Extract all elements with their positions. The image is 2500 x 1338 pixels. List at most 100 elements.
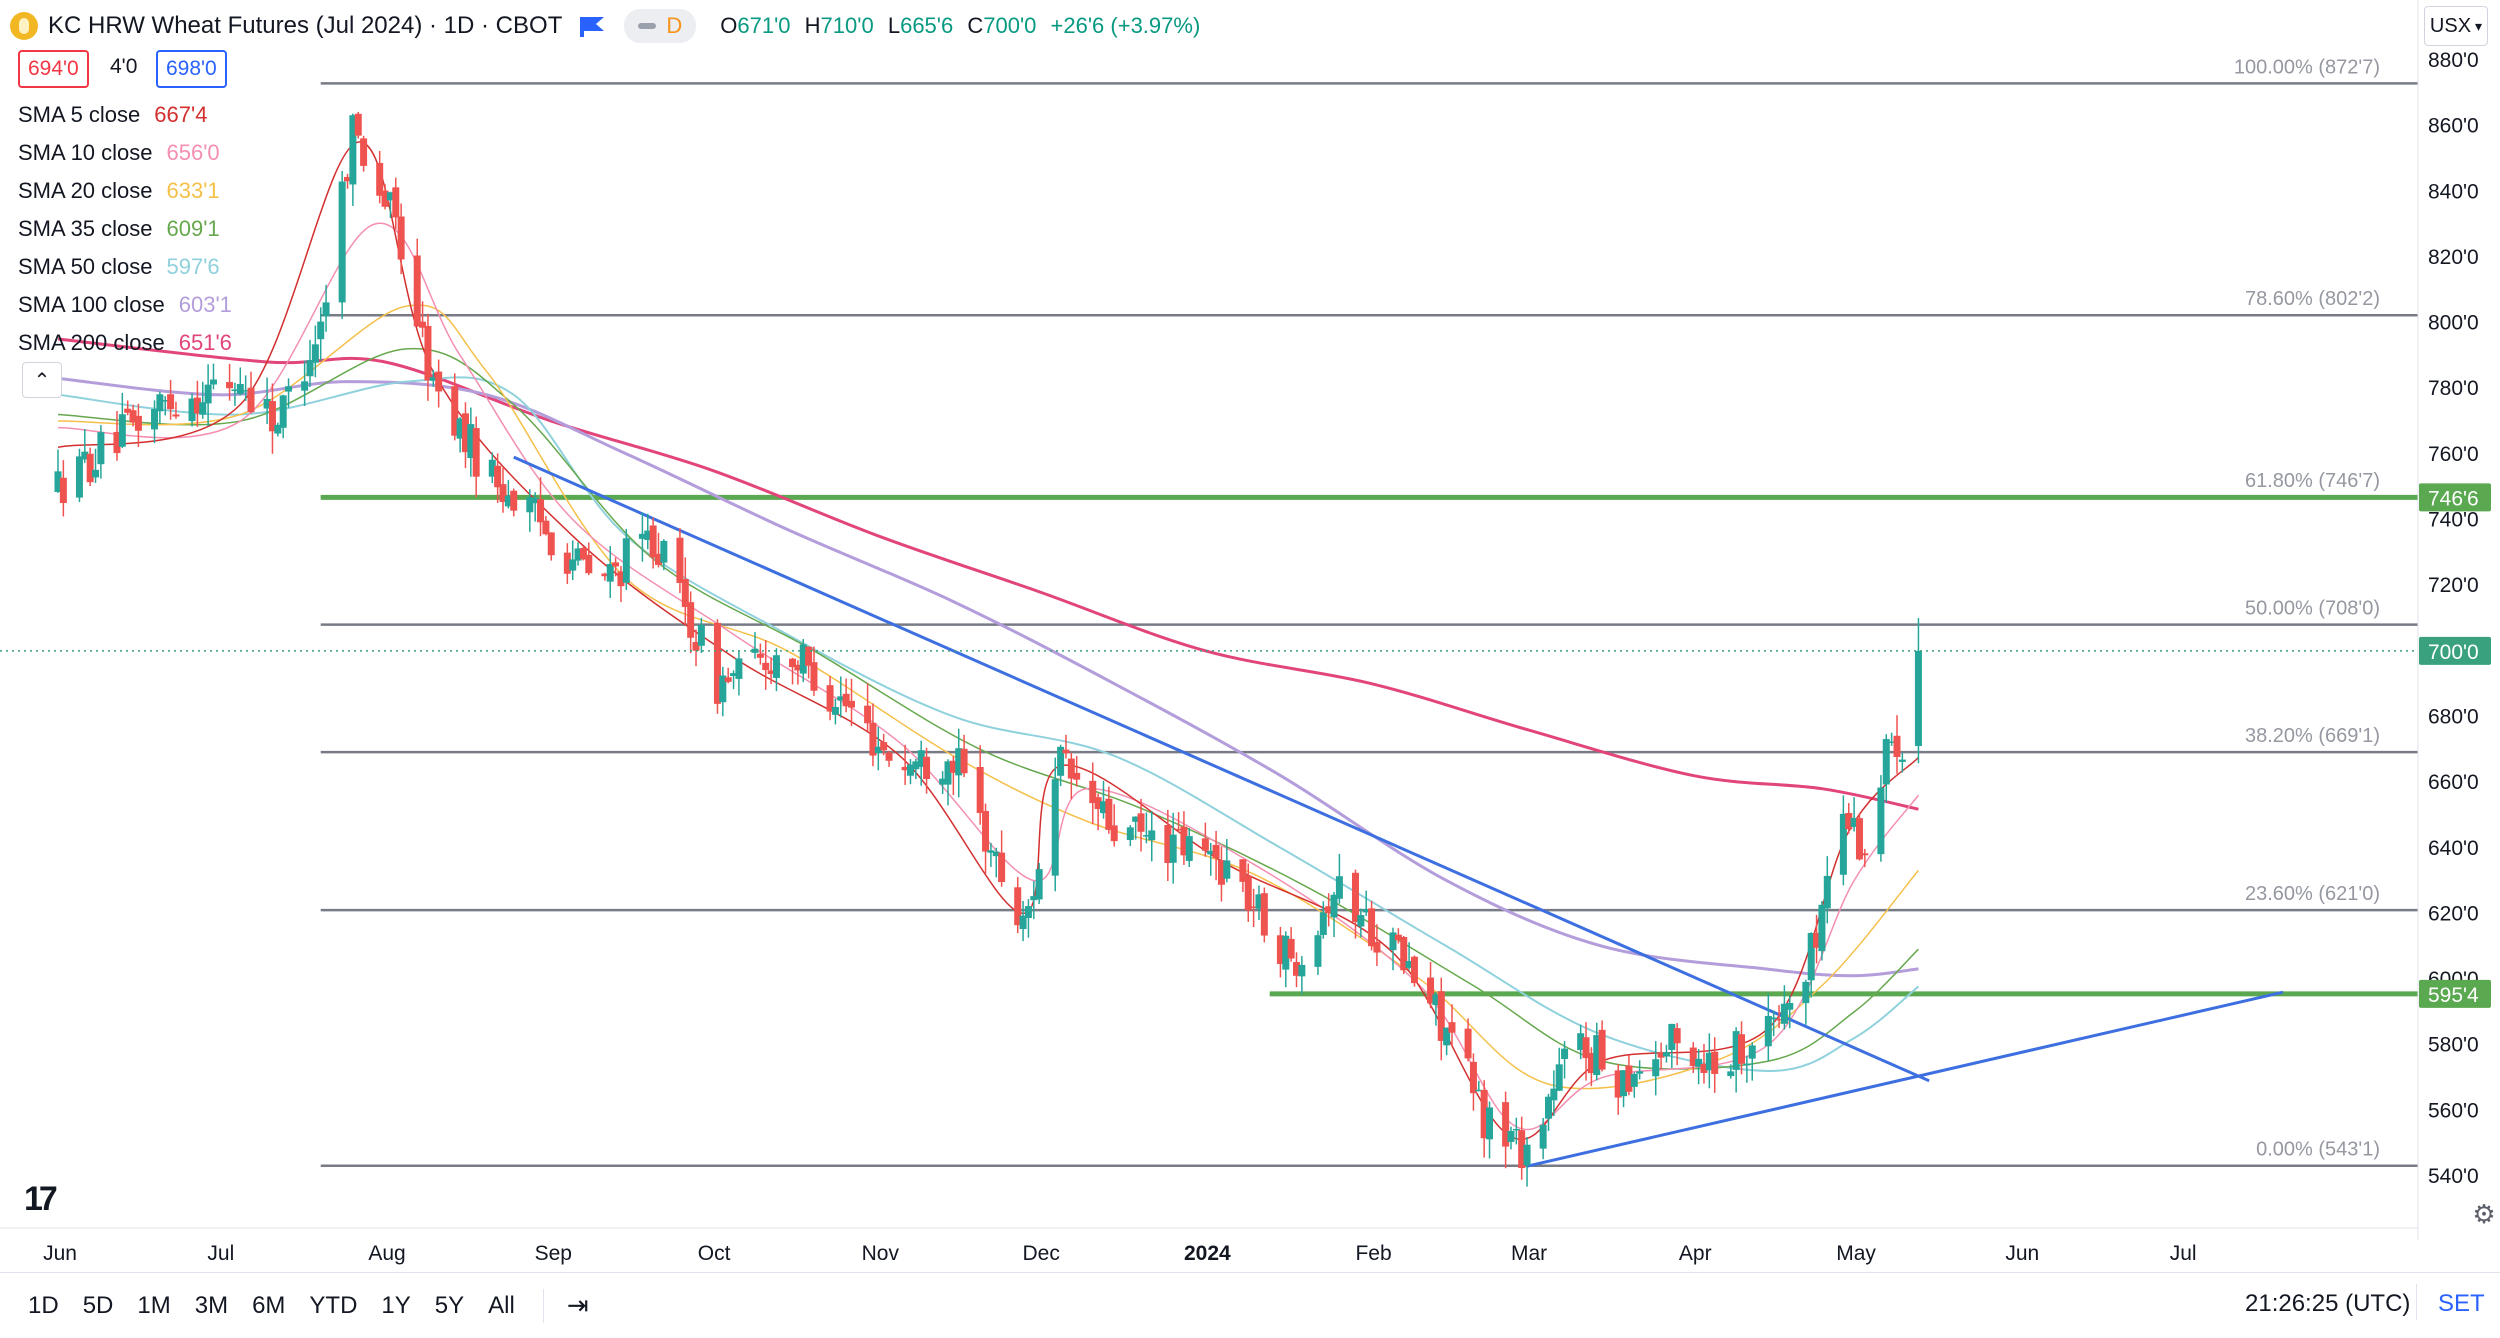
range-button[interactable]: 1Y <box>381 1291 411 1319</box>
candle-body <box>874 746 882 754</box>
candle <box>1335 853 1343 904</box>
candle <box>97 425 105 479</box>
candle <box>1711 1037 1719 1093</box>
candle <box>692 629 700 667</box>
range-button[interactable]: 6M <box>252 1291 286 1319</box>
range-button[interactable]: 5D <box>82 1291 114 1319</box>
candle <box>209 363 217 390</box>
candle <box>413 238 421 327</box>
candle <box>1839 795 1847 886</box>
candle-body <box>1657 1052 1665 1058</box>
candle-body <box>1882 739 1890 785</box>
legend-row[interactable]: SMA 100 close 603'1 <box>18 286 232 324</box>
sma-line <box>57 304 1920 1090</box>
support-lines[interactable] <box>320 494 2418 997</box>
legend-row[interactable]: SMA 50 close 597'6 <box>18 248 232 286</box>
legend-row[interactable]: SMA 10 close 656'0 <box>18 134 232 172</box>
legend-row[interactable]: SMA 200 close 651'6 <box>18 324 232 362</box>
price-badge <box>2419 636 2491 665</box>
candle-body <box>1212 844 1220 859</box>
sell-price-button[interactable]: 694'0 <box>18 50 89 88</box>
candle <box>1298 956 1306 995</box>
candle <box>842 678 850 713</box>
range-button[interactable]: 5Y <box>434 1291 465 1319</box>
candle-body <box>1035 869 1043 900</box>
fibonacci-retracement[interactable]: 100.00% (872'7) 78.60% (802'2) 61.80% (746… <box>320 56 2418 1167</box>
price-tick-label: 840'0 <box>2428 180 2479 203</box>
symbol-title[interactable]: KC HRW Wheat Futures (Jul 2024) · 1D · C… <box>48 12 563 39</box>
range-button[interactable]: 1M <box>137 1291 171 1319</box>
price-chart[interactable]: 100.00% (872'7) 78.60% (802'2) 61.80% (746… <box>0 0 2500 1272</box>
candle-body <box>172 414 180 417</box>
candle <box>129 404 137 427</box>
candle-body <box>204 384 212 404</box>
candle <box>151 400 159 444</box>
range-button[interactable]: YTD <box>309 1291 358 1319</box>
candle <box>1668 1023 1676 1068</box>
range-button[interactable]: All <box>488 1291 515 1319</box>
candle-body <box>1855 818 1863 860</box>
candle <box>274 422 282 437</box>
time-tick-label: Sep <box>535 1242 572 1265</box>
candle-body <box>1014 887 1022 926</box>
candle-body <box>188 398 196 422</box>
candle-body <box>461 413 469 453</box>
currency-selector[interactable]: USX ▾ <box>2424 6 2488 46</box>
candle <box>381 184 389 210</box>
candle <box>204 364 212 426</box>
candle <box>75 448 83 503</box>
candle <box>1582 1022 1590 1081</box>
range-button[interactable]: 3M <box>194 1291 229 1319</box>
candle-body <box>1738 1034 1746 1064</box>
time-tick-label: Jun <box>43 1242 77 1265</box>
candle-body <box>1673 1028 1681 1044</box>
candle <box>1507 1126 1515 1150</box>
candle-body <box>955 748 963 776</box>
legend-row[interactable]: SMA 5 close 667'4 <box>18 96 232 134</box>
candle <box>1405 942 1413 970</box>
legend-row[interactable]: SMA 35 close 609'1 <box>18 210 232 248</box>
candle <box>880 733 888 756</box>
candle <box>317 307 325 361</box>
candle <box>939 771 947 794</box>
candle <box>982 803 990 874</box>
candle-body <box>1662 1052 1670 1057</box>
candle-body <box>344 176 352 182</box>
candle-body <box>944 761 952 785</box>
candle <box>344 173 352 189</box>
sma-line <box>57 376 1919 978</box>
candle-body <box>1073 772 1081 780</box>
candle-body <box>494 465 502 488</box>
candle-body <box>1260 893 1268 936</box>
trendlines[interactable] <box>513 455 2284 1168</box>
candle-body <box>338 181 346 303</box>
gear-icon[interactable]: ⚙ <box>2472 1198 2496 1229</box>
candle <box>1587 1047 1595 1087</box>
buy-price-button[interactable]: 698'0 <box>156 50 227 88</box>
candle-body <box>1062 749 1070 754</box>
candle-body <box>424 325 432 381</box>
calendar-range-icon[interactable]: ⇥ <box>566 1290 589 1320</box>
candle-body <box>692 642 700 651</box>
candle-body <box>75 456 83 498</box>
fib-level-label: 50.00% (708'0) <box>2245 598 2380 620</box>
flag-icon[interactable] <box>580 17 605 37</box>
legend-row[interactable]: SMA 20 close 633'1 <box>18 172 232 210</box>
data-status-pill[interactable]: D <box>624 9 697 43</box>
candle <box>1743 1055 1751 1083</box>
candles[interactable] <box>54 111 1922 1187</box>
candle <box>268 383 276 454</box>
candle <box>1443 1027 1451 1056</box>
candle-body <box>885 752 893 761</box>
candle <box>1850 797 1858 832</box>
candle-body <box>976 766 984 813</box>
tradingview-logo[interactable]: 17 <box>24 1180 58 1218</box>
range-button[interactable]: 1D <box>28 1291 59 1319</box>
session-set-button[interactable]: SET <box>2438 1290 2485 1317</box>
clock[interactable]: 21:26:25 (UTC) <box>2245 1290 2411 1317</box>
collapse-legend-button[interactable]: ⌃ <box>22 362 62 398</box>
candle-body <box>762 662 770 671</box>
candle <box>397 203 405 275</box>
candle <box>1132 816 1140 840</box>
candle-body <box>1550 1088 1558 1101</box>
